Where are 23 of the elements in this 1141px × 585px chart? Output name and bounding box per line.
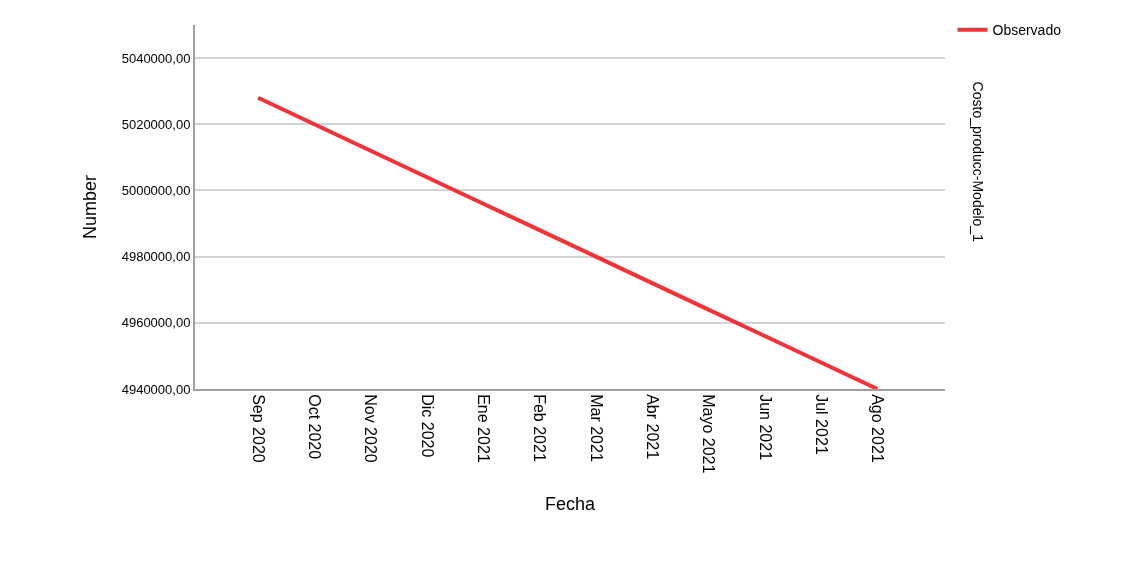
x-tick-label: Abr 2021 [644, 394, 662, 460]
y-tick-label: 5020000,00 [121, 116, 191, 132]
x-tick-label: Ene 2021 [475, 394, 493, 463]
x-axis-title: Fecha [544, 494, 596, 515]
x-tick-label: Mayo 2021 [700, 394, 718, 474]
x-tick-label: Ago 2021 [869, 394, 887, 463]
y-tick-label: 4980000,00 [121, 249, 191, 265]
x-tick-label: Dic 2020 [418, 394, 436, 458]
y-tick-label: 4960000,00 [121, 315, 191, 331]
x-tick-label: Sep 2020 [249, 394, 267, 463]
x-tick-label: Mar 2021 [587, 394, 605, 462]
x-tick-label: Oct 2020 [306, 394, 324, 460]
x-tick-label: Jun 2021 [756, 394, 774, 461]
y-tick-label: 5040000,00 [121, 50, 191, 66]
text: Costo_producc-Modelo_1 [969, 81, 986, 243]
y-tick-label: 5000000,00 [121, 183, 191, 198]
x-tick-label: Jul 2021 [812, 394, 830, 455]
line-series [256, 95, 880, 389]
y-axis-title: Number [80, 174, 101, 240]
x-tick-label: Feb 2021 [531, 394, 549, 462]
x-tick-label: Nov 2020 [362, 394, 380, 463]
y-tick-label: 4940000,00 [121, 381, 191, 397]
legend-label: Observado [992, 22, 1062, 39]
